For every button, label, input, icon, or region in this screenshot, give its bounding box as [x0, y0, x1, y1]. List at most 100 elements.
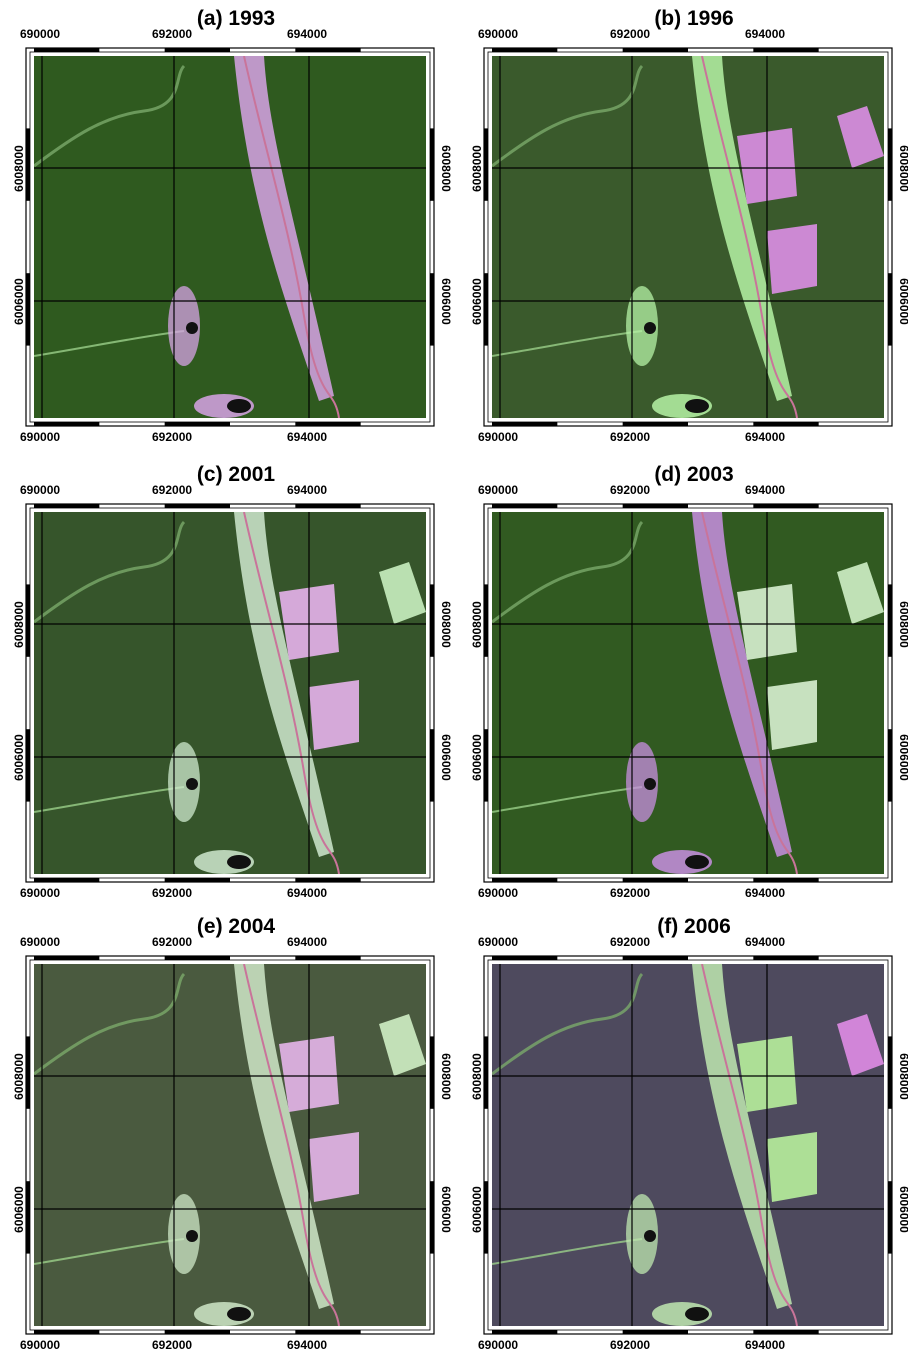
x-tick-label-top: 694000 [287, 483, 328, 497]
pond [227, 399, 251, 413]
x-tick-label-top: 692000 [610, 483, 651, 497]
clearcut-block [767, 1132, 817, 1202]
y-tick-label-left: 6006000 [11, 1186, 26, 1233]
forest-background [34, 964, 426, 1326]
coordinate-grid [492, 512, 884, 874]
y-tick-label-left: 6006000 [11, 278, 26, 325]
y-tick-label-left: 6006000 [469, 278, 484, 325]
forest-background [492, 964, 884, 1326]
coordinate-grid [492, 56, 884, 418]
x-tick-label-top: 694000 [745, 27, 786, 41]
satellite-image [492, 56, 884, 418]
road [243, 964, 340, 1326]
wetland [168, 286, 200, 366]
satellite-map: 690000 690000 692000 692000 694000 694000 6008… [12, 28, 453, 444]
x-tick-label-bottom: 692000 [610, 886, 651, 900]
x-tick-label-bottom: 692000 [152, 1338, 193, 1352]
x-tick-label-bottom: 690000 [20, 1338, 61, 1352]
x-tick-label-bottom: 694000 [287, 886, 328, 900]
satellite-map: 690000 690000 692000 692000 694000 694000 6008… [470, 28, 908, 444]
y-tick-label-left: 6006000 [469, 1186, 484, 1233]
x-tick-label-top: 692000 [610, 935, 651, 949]
stream [492, 520, 644, 624]
y-tick-label-right: 6006000 [896, 734, 908, 781]
panel-title: (a) 1993 [196, 7, 276, 30]
x-tick-label-bottom: 694000 [745, 430, 786, 444]
satellite-map: 690000 690000 692000 692000 694000 694000 6008… [12, 936, 453, 1352]
stream [492, 972, 644, 1076]
x-tick-label-bottom: 690000 [478, 1338, 519, 1352]
clearcut-block [309, 680, 359, 750]
map-panel-f: (f) 2006 690000 690000 692000 692000 694000 6… [470, 914, 908, 1354]
coordinate-grid [34, 512, 426, 874]
road [701, 512, 798, 874]
x-tick-label-bottom: 692000 [152, 430, 193, 444]
road [243, 56, 340, 418]
x-tick-label-bottom: 694000 [745, 886, 786, 900]
x-tick-label-top: 692000 [152, 935, 193, 949]
x-tick-label-bottom: 692000 [610, 1338, 651, 1352]
pond [227, 855, 251, 869]
y-tick-label-right: 6006000 [896, 1186, 908, 1233]
wetland [626, 286, 658, 366]
satellite-image [34, 512, 426, 874]
clearcut-block [309, 1132, 359, 1202]
forest-background [492, 512, 884, 874]
wetland [626, 1194, 658, 1274]
clearcut-block [379, 562, 426, 624]
y-tick-label-right: 6008000 [438, 1053, 453, 1100]
satellite-image [492, 964, 884, 1326]
satellite-image [34, 56, 426, 418]
pond [186, 1230, 198, 1242]
y-tick-label-right: 6006000 [438, 278, 453, 325]
road [243, 512, 340, 874]
x-tick-label-bottom: 694000 [287, 1338, 328, 1352]
y-tick-label-right: 6006000 [896, 278, 908, 325]
y-tick-label-right: 6006000 [438, 734, 453, 781]
x-tick-label-top: 692000 [152, 483, 193, 497]
pond [644, 322, 656, 334]
forest-background [34, 56, 426, 418]
clearcut-block [837, 562, 884, 624]
map-panel-c: (c) 2001 690000 690000 692000 692000 694000 6… [12, 462, 453, 902]
clearcut-block [767, 224, 817, 294]
pond [685, 1307, 709, 1321]
coordinate-grid [492, 964, 884, 1326]
pond [644, 778, 656, 790]
y-tick-label-left: 6008000 [469, 601, 484, 648]
wetland [168, 742, 200, 822]
y-tick-label-left: 6008000 [469, 1053, 484, 1100]
x-tick-label-bottom: 692000 [610, 430, 651, 444]
x-tick-label-bottom: 694000 [745, 1338, 786, 1352]
coordinate-grid [34, 56, 426, 418]
map-canvas [483, 503, 893, 883]
y-tick-label-left: 6008000 [469, 145, 484, 192]
clearcut-block [379, 1014, 426, 1076]
y-tick-label-left: 6008000 [11, 145, 26, 192]
clearcut-block [837, 1014, 884, 1076]
panel-title: (f) 2006 [657, 915, 731, 938]
panel-title: (e) 2004 [196, 915, 276, 938]
map-canvas [25, 503, 435, 883]
clearcut-block [767, 680, 817, 750]
y-tick-label-right: 6008000 [896, 601, 908, 648]
stream [34, 64, 186, 168]
x-tick-label-top: 690000 [20, 935, 61, 949]
y-tick-label-right: 6008000 [896, 145, 908, 192]
map-canvas [483, 955, 893, 1335]
clearcut-block [837, 106, 884, 168]
map-canvas [25, 47, 435, 427]
forest-background [492, 56, 884, 418]
satellite-image [492, 512, 884, 874]
x-tick-label-top: 690000 [478, 935, 519, 949]
forest-background [34, 512, 426, 874]
pond [186, 778, 198, 790]
panel-title: (c) 2001 [196, 463, 276, 486]
y-tick-label-right: 6006000 [438, 1186, 453, 1233]
x-tick-label-bottom: 690000 [478, 430, 519, 444]
satellite-map: 690000 690000 692000 692000 694000 694000 6008… [12, 484, 453, 900]
stream [492, 64, 644, 168]
y-tick-label-left: 6006000 [11, 734, 26, 781]
y-tick-label-right: 6008000 [438, 145, 453, 192]
map-panel-a: (a) 1993 690000 690000 692000 692000 694000 6… [12, 6, 453, 446]
